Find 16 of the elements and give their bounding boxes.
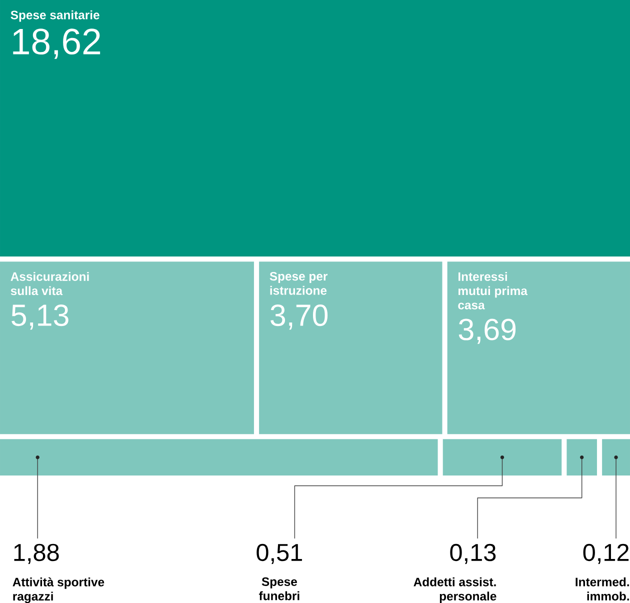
- category-label: Assicurazioni sulla vita: [10, 272, 89, 296]
- category-label: Intermed. immob.: [576, 577, 629, 600]
- data-label: 3,69: [458, 318, 516, 344]
- data-label: 5,13: [12, 304, 68, 330]
- data-label: 3,70: [270, 304, 328, 330]
- category-label: Interessi mutui prima casa: [458, 272, 528, 310]
- data-label: 0,51: [256, 544, 302, 564]
- data-label: 0,13: [450, 544, 496, 564]
- data-label: 0,12: [583, 544, 629, 564]
- category-label: Spese funebri: [258, 577, 300, 600]
- category-label: Spese per istruzione: [270, 272, 328, 295]
- category-label: Addetti assist. personale: [414, 577, 496, 603]
- category-label: Spese sanitarie: [10, 10, 100, 22]
- data-label: 1,88: [14, 544, 59, 564]
- category-label: Attività sportive ragazzi: [12, 577, 104, 603]
- data-label: 18,62: [13, 28, 100, 59]
